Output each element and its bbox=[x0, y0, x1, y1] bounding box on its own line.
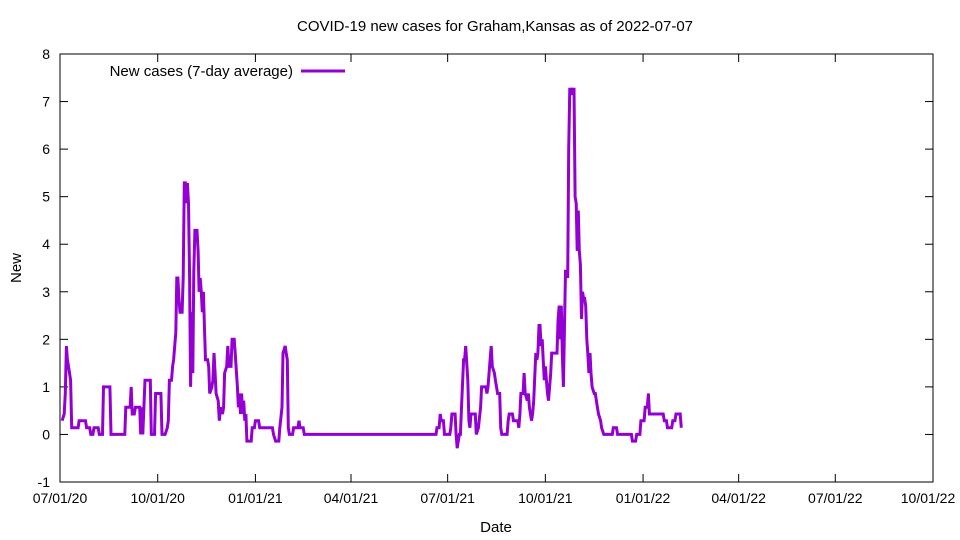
y-tick-label: 0 bbox=[42, 426, 50, 442]
y-tick-label: 4 bbox=[42, 236, 50, 252]
series-line-new-cases bbox=[60, 87, 683, 449]
x-tick-label: 04/01/21 bbox=[324, 490, 379, 506]
y-tick-label: 3 bbox=[42, 284, 50, 300]
y-tick-label: 8 bbox=[42, 46, 50, 62]
x-tick-label: 07/01/21 bbox=[420, 490, 475, 506]
x-tick-label: 07/01/22 bbox=[808, 490, 863, 506]
y-axis: -1 0 1 2 3 4 5 6 7 8 bbox=[38, 46, 933, 490]
y-tick-label: -1 bbox=[38, 474, 51, 490]
y-tick-label: 5 bbox=[42, 189, 50, 205]
y-tick-label: 1 bbox=[42, 379, 50, 395]
x-tick-label: 10/01/21 bbox=[518, 490, 573, 506]
y-tick-label: 6 bbox=[42, 141, 50, 157]
y-tick-label: 7 bbox=[42, 94, 50, 110]
x-tick-label: 07/01/20 bbox=[33, 490, 88, 506]
plot-frame bbox=[59, 53, 934, 483]
x-axis-title: Date bbox=[480, 519, 512, 536]
legend-label: New cases (7-day average) bbox=[110, 63, 293, 80]
legend: New cases (7-day average) bbox=[110, 63, 345, 80]
x-tick-label: 10/01/22 bbox=[901, 490, 956, 506]
y-tick-label: 2 bbox=[42, 331, 50, 347]
chart-title: COVID-19 new cases for Graham,Kansas as … bbox=[297, 18, 693, 35]
x-tick-label: 01/01/21 bbox=[228, 490, 283, 506]
x-tick-label: 01/01/22 bbox=[616, 490, 671, 506]
x-tick-label: 04/01/22 bbox=[711, 490, 766, 506]
y-axis-title: New bbox=[8, 253, 25, 283]
x-axis: 07/01/20 10/01/20 01/01/21 04/01/21 07/01/21… bbox=[33, 54, 956, 506]
x-tick-label: 10/01/20 bbox=[130, 490, 185, 506]
